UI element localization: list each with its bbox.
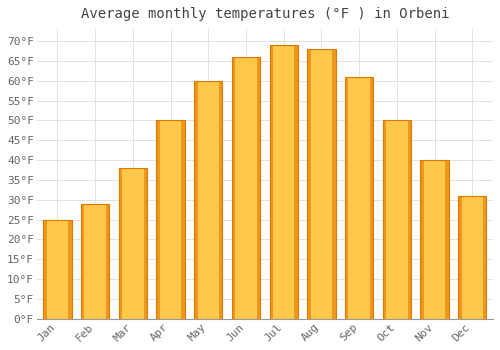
Bar: [446, 160, 448, 319]
Bar: [156, 120, 184, 319]
Bar: [257, 57, 260, 319]
Title: Average monthly temperatures (°F ) in Orbeni: Average monthly temperatures (°F ) in Or…: [80, 7, 449, 21]
Bar: [270, 45, 298, 319]
Bar: [81, 204, 84, 319]
Bar: [81, 204, 110, 319]
Bar: [44, 220, 46, 319]
Bar: [182, 120, 184, 319]
Bar: [156, 120, 160, 319]
Bar: [308, 49, 310, 319]
Bar: [420, 160, 448, 319]
Bar: [382, 120, 411, 319]
Bar: [420, 160, 424, 319]
Bar: [44, 220, 72, 319]
Bar: [219, 80, 222, 319]
Bar: [345, 77, 348, 319]
Bar: [345, 77, 374, 319]
Bar: [308, 49, 336, 319]
Bar: [382, 120, 386, 319]
Bar: [118, 168, 122, 319]
Bar: [332, 49, 336, 319]
Bar: [144, 168, 147, 319]
Bar: [194, 80, 222, 319]
Bar: [370, 77, 374, 319]
Bar: [458, 196, 462, 319]
Bar: [294, 45, 298, 319]
Bar: [232, 57, 235, 319]
Bar: [106, 204, 110, 319]
Bar: [232, 57, 260, 319]
Bar: [118, 168, 147, 319]
Bar: [270, 45, 273, 319]
Bar: [68, 220, 71, 319]
Bar: [408, 120, 411, 319]
Bar: [483, 196, 486, 319]
Bar: [194, 80, 198, 319]
Bar: [458, 196, 486, 319]
